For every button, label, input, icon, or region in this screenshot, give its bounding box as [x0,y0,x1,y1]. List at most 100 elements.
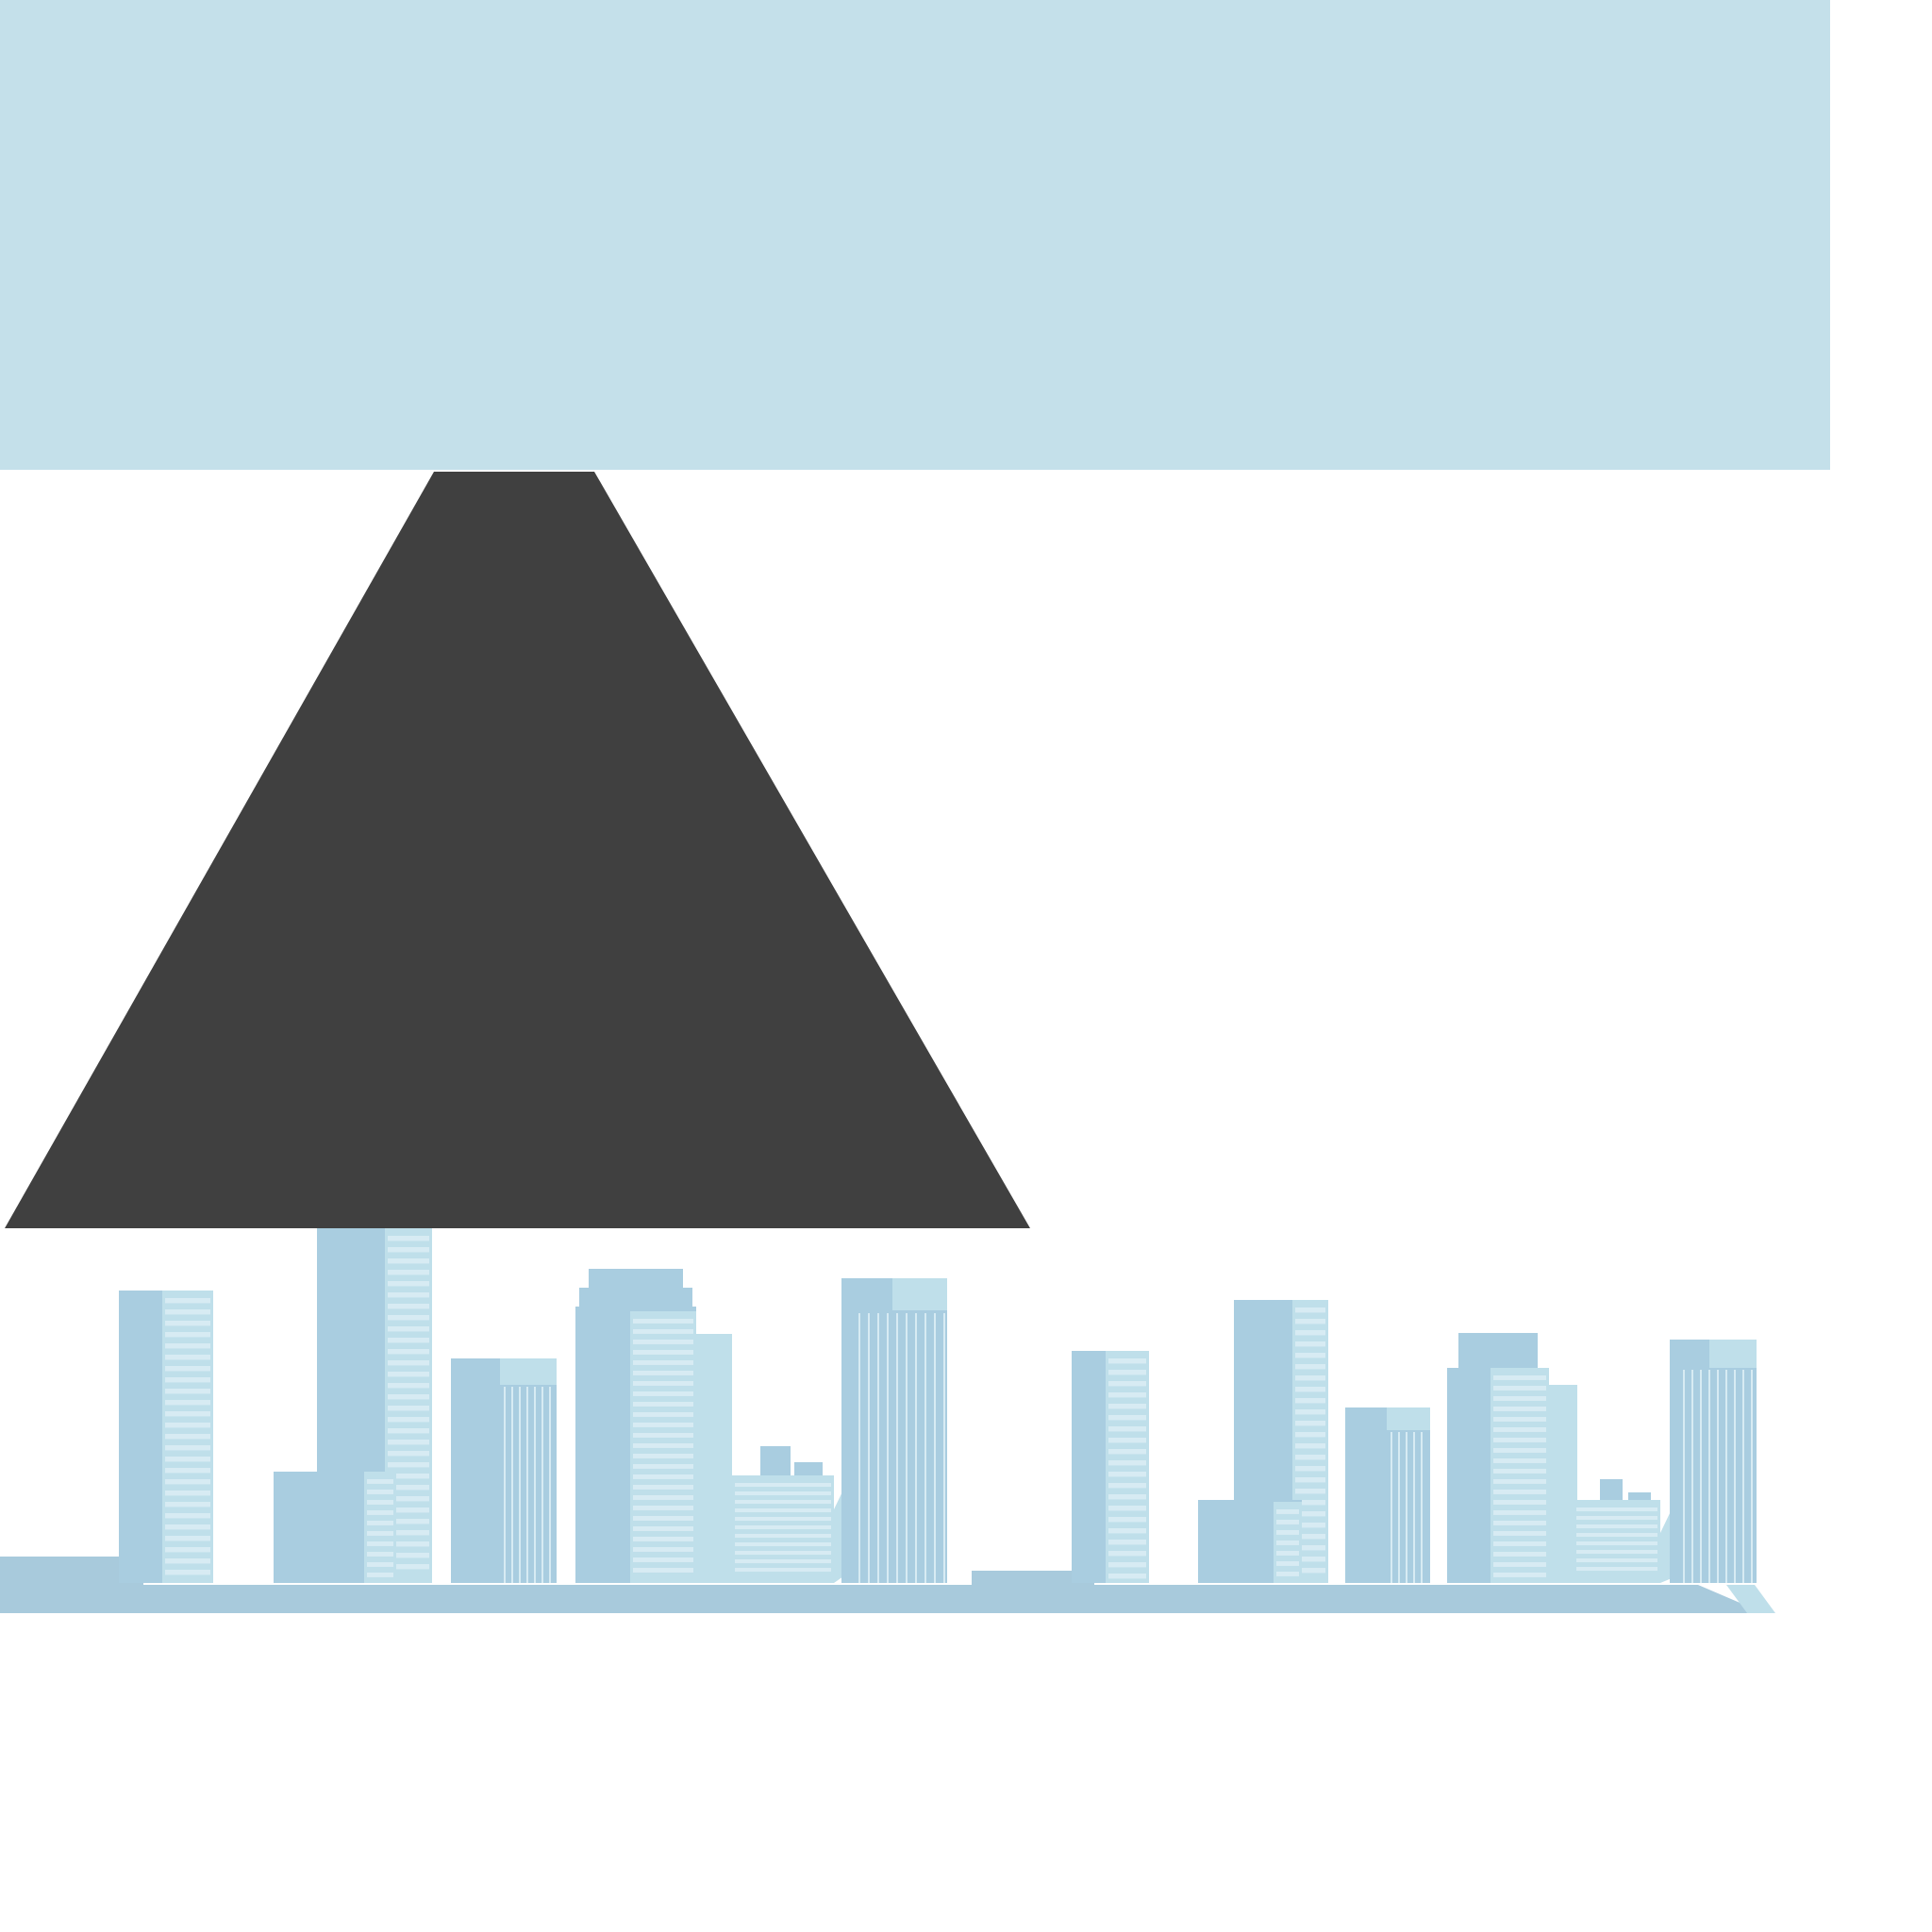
window-stripe [1108,1460,1146,1466]
window-column [511,1387,513,1583]
window-stripe [1493,1375,1546,1380]
window-stripe [165,1355,210,1360]
window-column [858,1313,860,1583]
window-stripe [633,1464,693,1469]
window-stripe [1295,1330,1325,1336]
window-stripe [1108,1438,1146,1443]
window-stripe [1295,1409,1325,1415]
window-stripe [388,1530,429,1536]
window-stripe [633,1547,693,1552]
window-stripe [367,1510,393,1515]
window-stripe [388,1496,429,1502]
window-column [1406,1432,1407,1583]
window-stripe [367,1479,393,1484]
building-9-cap [1387,1407,1430,1430]
window-stripe [735,1525,831,1530]
window-stripe [1295,1534,1325,1540]
window-stripe [1576,1507,1657,1512]
window-stripe [165,1558,210,1564]
window-stripe [388,1462,429,1468]
window-stripe [1108,1562,1146,1568]
window-column [541,1387,543,1583]
window-stripe [633,1340,693,1344]
window-stripe [165,1479,210,1485]
window-stripe [388,1507,429,1513]
window-stripe [1276,1541,1299,1545]
window-stripe [165,1366,210,1372]
window-stripe [1276,1520,1299,1524]
window-stripe [388,1338,429,1343]
window-stripe [1493,1479,1546,1484]
window-column [934,1313,936,1583]
window-stripe [165,1445,210,1451]
window-stripe [1108,1483,1146,1489]
city-skyline [0,1228,1775,1613]
window-stripe [1493,1386,1546,1391]
window-stripe [1108,1551,1146,1557]
window-stripe [1493,1490,1546,1494]
window-stripe [165,1423,210,1428]
window-stripe [633,1506,693,1510]
window-column [1725,1370,1727,1583]
window-stripe [1493,1552,1546,1557]
window-stripe [1576,1516,1657,1521]
window-stripe [1295,1398,1325,1404]
window-stripe [1108,1517,1146,1523]
building-10-annex [1549,1385,1577,1583]
window-column [534,1387,536,1583]
window-column [915,1313,917,1583]
building-5-roof [760,1446,791,1475]
window-stripe [1493,1531,1546,1536]
window-stripe [633,1454,693,1458]
building-4-annex [696,1334,732,1583]
window-stripe [388,1258,429,1264]
window-stripe [1493,1427,1546,1432]
ground-ramp [1726,1585,1775,1613]
window-stripe [1295,1511,1325,1517]
window-stripe [1576,1567,1657,1572]
window-stripe [388,1281,429,1287]
ground-strip [0,1585,1764,1613]
window-stripe [165,1389,210,1394]
window-stripe [388,1304,429,1309]
window-stripe [1493,1407,1546,1411]
window-stripe [388,1428,429,1434]
window-stripe [1108,1392,1146,1398]
window-stripe [388,1519,429,1524]
window-stripe [1108,1426,1146,1432]
window-stripe [1295,1443,1325,1449]
building-4-step [579,1288,692,1307]
window-stripe [1108,1472,1146,1477]
window-stripe [367,1541,393,1546]
window-stripe [367,1573,393,1577]
dark-trapezoid [5,472,1030,1228]
window-stripe [1295,1319,1325,1324]
window-stripe [1295,1341,1325,1347]
window-stripe [1108,1415,1146,1421]
building-12-cap [1709,1340,1757,1368]
window-stripe [1276,1551,1299,1556]
window-stripe [633,1474,693,1479]
window-stripe [388,1451,429,1457]
window-column [906,1313,908,1583]
window-stripe [1493,1510,1546,1515]
window-stripe [165,1502,210,1507]
window-column [1734,1370,1736,1583]
window-stripe [367,1490,393,1494]
window-column [877,1313,879,1583]
window-stripe [1108,1404,1146,1409]
window-stripe [388,1247,429,1253]
window-stripe [388,1417,429,1423]
window-column [519,1387,521,1583]
window-stripe [165,1468,210,1474]
window-stripe [735,1491,831,1496]
window-stripe [1108,1449,1146,1455]
building-6 [841,1278,947,1583]
window-stripe [388,1270,429,1275]
window-stripe [165,1491,210,1496]
window-stripe [165,1343,210,1349]
window-stripe [1295,1432,1325,1438]
building-5-roof-2 [794,1462,823,1475]
window-stripe [735,1500,831,1505]
window-stripe [388,1383,429,1389]
